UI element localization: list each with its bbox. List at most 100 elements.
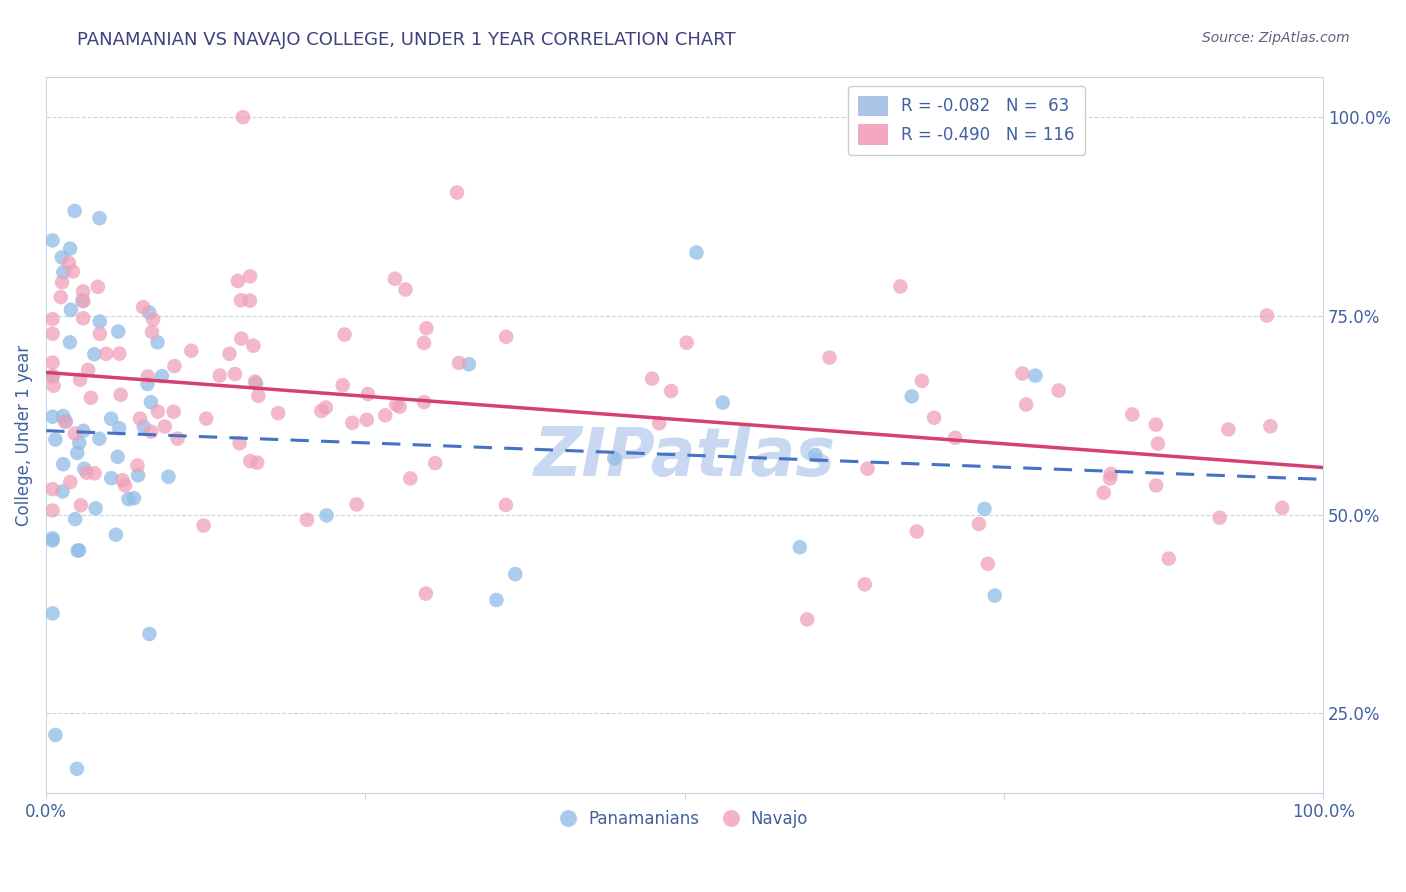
Point — [127, 458, 149, 473]
Point — [1256, 309, 1278, 323]
Point — [67, 543, 90, 558]
Point — [138, 627, 160, 641]
Point — [72, 424, 94, 438]
Point — [685, 245, 707, 260]
Point — [388, 400, 411, 414]
Point — [1121, 408, 1143, 422]
Y-axis label: College, Under 1 year: College, Under 1 year — [15, 344, 32, 525]
Point — [415, 586, 437, 600]
Point — [856, 461, 879, 475]
Legend: Panamanians, Navajo: Panamanians, Navajo — [554, 803, 814, 834]
Point — [495, 498, 517, 512]
Point — [193, 518, 215, 533]
Point — [228, 436, 250, 450]
Point — [229, 293, 252, 308]
Point — [239, 454, 262, 468]
Point — [41, 503, 63, 517]
Point — [1098, 471, 1121, 485]
Point — [943, 431, 966, 445]
Point — [51, 251, 73, 265]
Point — [110, 388, 132, 402]
Point — [384, 271, 406, 285]
Point — [659, 384, 682, 398]
Point — [243, 375, 266, 389]
Point — [163, 359, 186, 373]
Point — [87, 280, 110, 294]
Point — [922, 410, 945, 425]
Point — [1011, 367, 1033, 381]
Point — [59, 335, 82, 350]
Point — [226, 274, 249, 288]
Point — [73, 461, 96, 475]
Point — [108, 346, 131, 360]
Point — [1047, 384, 1070, 398]
Point — [1099, 467, 1122, 481]
Point — [900, 389, 922, 403]
Point — [150, 369, 173, 384]
Point — [796, 612, 818, 626]
Point — [41, 532, 63, 546]
Point — [1157, 551, 1180, 566]
Point — [789, 540, 811, 554]
Point — [59, 302, 82, 317]
Point — [603, 451, 626, 466]
Point — [1147, 436, 1170, 450]
Point — [55, 415, 77, 429]
Point — [80, 391, 103, 405]
Point — [315, 508, 337, 523]
Point — [394, 283, 416, 297]
Point — [385, 398, 408, 412]
Point — [245, 376, 267, 391]
Point — [107, 325, 129, 339]
Text: PANAMANIAN VS NAVAJO COLLEGE, UNDER 1 YEAR CORRELATION CHART: PANAMANIAN VS NAVAJO COLLEGE, UNDER 1 YE… — [77, 31, 735, 49]
Point — [41, 369, 63, 384]
Point — [239, 293, 262, 308]
Point — [180, 343, 202, 358]
Point — [1144, 417, 1167, 432]
Point — [53, 415, 76, 429]
Point — [977, 557, 1000, 571]
Point — [267, 406, 290, 420]
Point — [122, 491, 145, 505]
Point — [127, 468, 149, 483]
Point — [41, 533, 63, 548]
Point — [100, 471, 122, 485]
Point — [142, 312, 165, 326]
Point — [52, 265, 75, 279]
Point — [41, 326, 63, 341]
Point — [136, 369, 159, 384]
Point — [853, 577, 876, 591]
Point — [146, 405, 169, 419]
Point — [231, 332, 253, 346]
Point — [70, 498, 93, 512]
Point — [117, 492, 139, 507]
Point — [96, 347, 118, 361]
Point — [72, 293, 94, 308]
Point — [41, 482, 63, 496]
Point — [1208, 510, 1230, 524]
Point — [157, 469, 180, 483]
Point — [218, 347, 240, 361]
Point — [1218, 422, 1240, 436]
Point — [446, 186, 468, 200]
Point — [675, 335, 697, 350]
Point — [485, 593, 508, 607]
Point — [1144, 478, 1167, 492]
Point — [224, 367, 246, 381]
Point — [315, 401, 337, 415]
Point — [114, 478, 136, 492]
Point — [77, 363, 100, 377]
Point — [332, 378, 354, 392]
Point — [413, 395, 436, 409]
Point — [242, 339, 264, 353]
Point — [89, 326, 111, 341]
Point — [59, 475, 82, 489]
Point — [911, 374, 934, 388]
Point — [818, 351, 841, 365]
Point — [247, 389, 270, 403]
Point — [342, 416, 364, 430]
Point — [346, 498, 368, 512]
Point — [100, 411, 122, 425]
Point — [1092, 485, 1115, 500]
Point — [107, 450, 129, 464]
